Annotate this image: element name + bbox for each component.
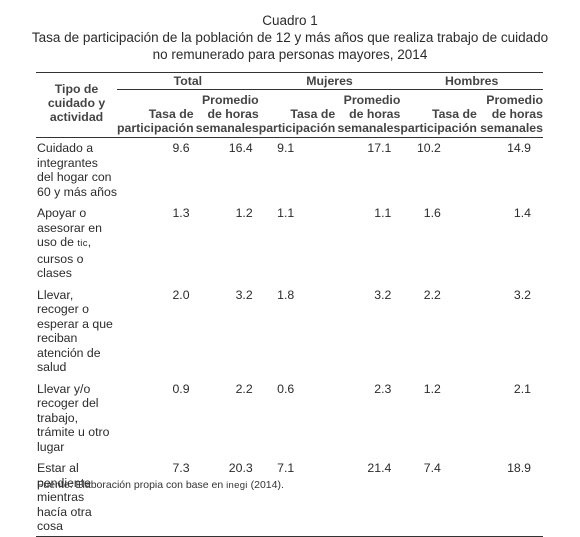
row-label: Llevar y/o recoger del trabajo, trámite … <box>37 381 110 454</box>
cell-value: 0.6 <box>277 381 295 396</box>
stub-header: Tipo de cuidado y actividad <box>36 72 118 138</box>
cell-value: 3.2 <box>235 287 253 302</box>
cell-value: 20.3 <box>193 461 259 537</box>
subheader-rate: Tasa de participación <box>117 89 194 138</box>
subheader-hours: Promedio de horas semanales <box>193 89 259 138</box>
table-title-line-1: Tasa de participación de la población de… <box>31 30 549 45</box>
cell-value: 10.2 <box>416 141 441 155</box>
cell-value: 3.2 <box>374 287 392 302</box>
row-label: Cuidado a integrantes del hogar con 60 y… <box>37 141 117 199</box>
table-caption: Cuadro 1 Tasa de participación de la pob… <box>0 12 580 63</box>
group-header-total: Total <box>117 72 259 90</box>
group-header-mujeres: Mujeres <box>258 72 401 90</box>
table-title-line-2: no remunerado para personas mayores, 201… <box>152 47 428 62</box>
header-row-groups: Tipo de cuidado y actividad Total Mujere… <box>36 72 543 138</box>
cell-value: 21.4 <box>335 461 401 537</box>
cell-value: 1.2 <box>235 206 253 220</box>
cell-value: 9.1 <box>277 141 295 155</box>
cell-value: 1.6 <box>423 206 441 220</box>
cell-value: 2.2 <box>235 381 253 396</box>
table-row: Llevar, recoger o esperar a que reciban … <box>36 288 543 382</box>
cell-value: 0.9 <box>172 381 190 396</box>
cell-value: 17.1 <box>367 141 392 155</box>
row-label: Llevar, recoger o esperar a que reciban … <box>37 287 113 375</box>
cell-value: 1.3 <box>172 206 190 220</box>
cell-value: 14.9 <box>507 141 531 155</box>
cell-value: 7.4 <box>400 461 477 537</box>
cell-value: 1.2 <box>423 381 441 396</box>
cell-value: 1.4 <box>513 206 531 220</box>
row-label: Apoyar o asesorar en uso de tic, cursos … <box>37 206 102 280</box>
group-header-hombres: Hombres <box>400 72 543 90</box>
cell-value: 9.6 <box>172 141 190 155</box>
cell-value: 18.9 <box>476 461 543 537</box>
cell-value: 2.1 <box>513 381 531 396</box>
table-row: Apoyar o asesorar en uso de tic, cursos … <box>36 206 543 288</box>
cell-value: 1.1 <box>374 206 392 220</box>
table-number: Cuadro 1 <box>262 13 318 28</box>
subheader-rate: Tasa de participación <box>258 89 335 138</box>
source-note: Fuente: Elaboración propia con base en i… <box>37 479 284 491</box>
cell-value: 2.0 <box>172 287 190 302</box>
cell-value: 1.8 <box>277 287 295 302</box>
table-row: Cuidado a integrantes del hogar con 60 y… <box>36 138 543 207</box>
cell-value: 16.4 <box>228 141 253 155</box>
table-row: Estar al pendiente mientras hacía otra c… <box>36 461 543 537</box>
header-row-measures: Tasa de participación Promedio de horas … <box>36 89 543 138</box>
cell-value: 3.2 <box>513 287 531 302</box>
subheader-rate: Tasa de participación <box>400 89 477 138</box>
subheader-hours: Promedio de horas semanales <box>335 89 401 138</box>
cell-value: 2.3 <box>374 381 392 396</box>
cell-value: 2.2 <box>423 287 441 302</box>
data-table: Tipo de cuidado y actividad Total Mujere… <box>36 72 543 537</box>
table-row: Llevar y/o recoger del trabajo, trámite … <box>36 382 543 462</box>
cell-value: 7.1 <box>258 461 336 537</box>
subheader-hours: Promedio de horas semanales <box>476 89 543 138</box>
cell-value: 1.1 <box>277 206 295 220</box>
row-label: Estar al pendiente mientras hacía otra c… <box>36 461 118 537</box>
cell-value: 7.3 <box>117 461 194 537</box>
